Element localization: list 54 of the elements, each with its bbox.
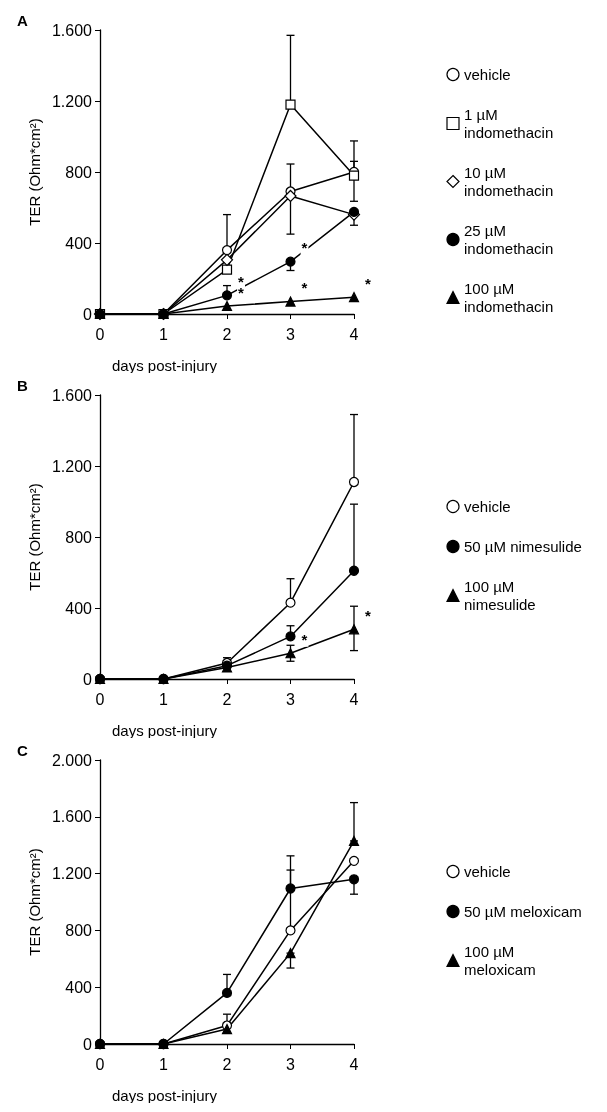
annotation: * bbox=[238, 283, 245, 301]
y-tick-label: 1.600 bbox=[51, 386, 93, 404]
chart-title: B bbox=[17, 377, 28, 394]
x-tick-label: 1 bbox=[159, 325, 169, 343]
x-tick-label: 2 bbox=[222, 325, 232, 343]
annotation: * bbox=[365, 606, 372, 624]
legend-label: 1 µM indomethacin bbox=[464, 106, 554, 141]
annotation: * bbox=[301, 630, 308, 648]
y-tick-label: 800 bbox=[65, 528, 93, 546]
y-tick-label: 400 bbox=[65, 599, 93, 617]
chart-title: A bbox=[17, 12, 28, 29]
y-tick-label: 400 bbox=[65, 978, 93, 996]
y-tick-label: 1.600 bbox=[51, 808, 93, 826]
x-tick-label: 0 bbox=[95, 1055, 105, 1073]
legend-label: 50 µM nimesulide bbox=[464, 538, 582, 555]
legend-label: 25 µM indomethacin bbox=[464, 222, 554, 257]
legend-label: 50 µM meloxicam bbox=[464, 903, 582, 920]
x-tick-label: 4 bbox=[349, 1055, 359, 1073]
annotation: * bbox=[301, 239, 308, 257]
legend-label: 100 µM indomethacin bbox=[464, 280, 554, 315]
x-tick-label: 1 bbox=[159, 690, 169, 708]
x-tick-label: 1 bbox=[159, 1055, 169, 1073]
annotation: * bbox=[301, 279, 308, 297]
y-axis-title: TER (Ohm*cm²) bbox=[26, 848, 43, 956]
y-tick-label: 1.600 bbox=[51, 21, 93, 39]
x-tick-label: 2 bbox=[222, 1055, 232, 1073]
y-tick-label: 2.000 bbox=[51, 751, 93, 769]
x-tick-label: 3 bbox=[286, 325, 296, 343]
legend-label: 10 µM indomethacin bbox=[464, 164, 554, 199]
chart-title: C bbox=[17, 742, 28, 759]
x-tick-label: 3 bbox=[286, 690, 296, 708]
y-tick-label: 400 bbox=[65, 234, 93, 252]
y-tick-label: 1.200 bbox=[51, 92, 93, 110]
annotation: * bbox=[365, 274, 372, 292]
y-tick-label: 1.200 bbox=[51, 457, 93, 475]
x-tick-label: 4 bbox=[349, 690, 359, 708]
y-axis-title: TER (Ohm*cm²) bbox=[26, 118, 43, 226]
legend-label: vehicle bbox=[464, 498, 511, 515]
legend-label: 100 µM meloxicam bbox=[464, 943, 536, 978]
y-axis-title: TER (Ohm*cm²) bbox=[26, 483, 43, 591]
x-tick-label: 3 bbox=[286, 1055, 296, 1073]
x-tick-label: 0 bbox=[95, 325, 105, 343]
y-tick-label: 800 bbox=[65, 921, 93, 939]
x-tick-label: 0 bbox=[95, 690, 105, 708]
y-tick-label: 800 bbox=[65, 163, 93, 181]
y-tick-label: 0 bbox=[83, 670, 93, 688]
y-tick-label: 0 bbox=[83, 305, 93, 323]
legend-label: vehicle bbox=[464, 863, 511, 880]
legend-label: vehicle bbox=[464, 66, 511, 83]
x-tick-label: 2 bbox=[222, 690, 232, 708]
y-tick-label: 1.200 bbox=[51, 865, 93, 883]
x-tick-label: 4 bbox=[349, 325, 359, 343]
y-tick-label: 0 bbox=[83, 1035, 93, 1053]
legend-label: 100 µM nimesulide bbox=[464, 578, 536, 613]
